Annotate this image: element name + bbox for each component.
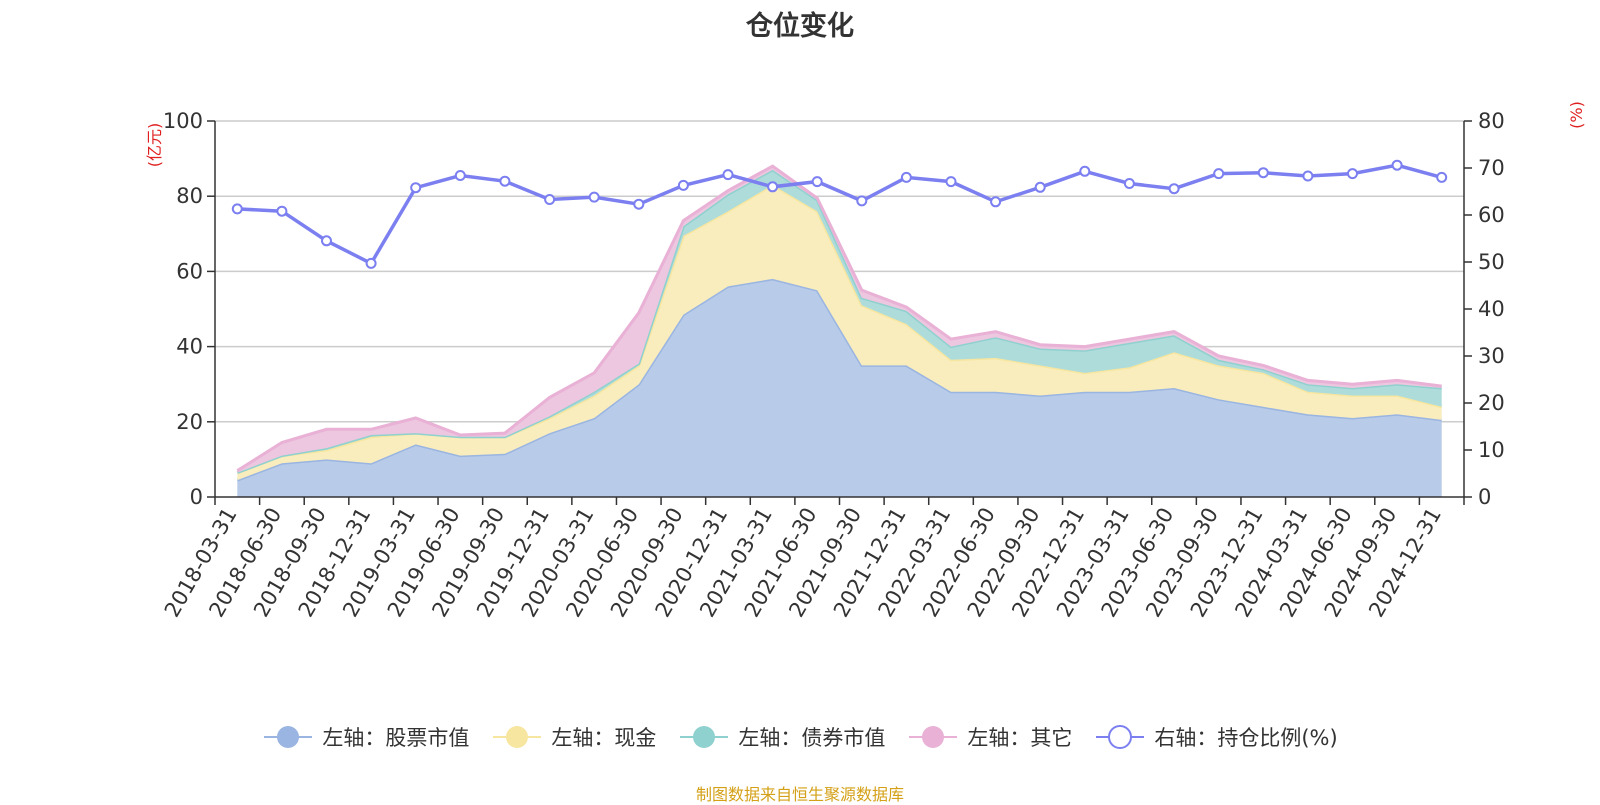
legend-label: 左轴：债券市值 bbox=[738, 726, 886, 750]
ratio-point bbox=[1034, 181, 1046, 193]
ratio-point bbox=[276, 205, 288, 217]
ratio-point bbox=[1213, 168, 1225, 180]
left-tick-label: 0 bbox=[190, 485, 203, 509]
ratio-point bbox=[410, 182, 422, 194]
ratio-point bbox=[722, 169, 734, 181]
ratio-point bbox=[1302, 170, 1314, 182]
right-tick-label: 50 bbox=[1478, 250, 1505, 274]
ratio-point bbox=[1168, 183, 1180, 195]
legend-item[interactable]: 左轴：其它 bbox=[907, 722, 1072, 752]
right-tick-label: 30 bbox=[1478, 344, 1505, 368]
right-tick-label: 70 bbox=[1478, 156, 1505, 180]
left-tick-label: 40 bbox=[176, 335, 203, 359]
ratio-point bbox=[1079, 165, 1091, 177]
legend-item[interactable]: 左轴：债券市值 bbox=[678, 722, 885, 752]
left-tick-label: 100 bbox=[163, 109, 203, 133]
ratio-point bbox=[499, 175, 511, 187]
ratio-point bbox=[544, 194, 556, 205]
ratio-point bbox=[1436, 171, 1448, 183]
ratio-point bbox=[454, 170, 466, 181]
legend-item[interactable]: 左轴：股票市值 bbox=[262, 722, 469, 752]
ratio-point bbox=[365, 257, 377, 269]
right-tick-label: 0 bbox=[1478, 485, 1491, 509]
left-tick-label: 20 bbox=[176, 410, 203, 434]
right-tick-label: 80 bbox=[1478, 109, 1505, 133]
legend-item[interactable]: 左轴：现金 bbox=[491, 722, 656, 752]
ratio-point bbox=[811, 176, 823, 188]
ratio-point bbox=[1391, 159, 1403, 171]
legend-item[interactable]: 右轴：持仓比例(%) bbox=[1094, 722, 1338, 752]
right-tick-label: 40 bbox=[1478, 297, 1505, 321]
right-tick-label: 10 bbox=[1478, 438, 1505, 462]
right-tick-label: 60 bbox=[1478, 203, 1505, 227]
legend-swatch-icon bbox=[909, 726, 958, 748]
left-tick-label: 80 bbox=[176, 184, 203, 208]
ratio-line bbox=[231, 159, 1448, 269]
legend-swatch-icon bbox=[493, 726, 542, 748]
ratio-point bbox=[588, 191, 600, 203]
ratio-point bbox=[231, 203, 243, 215]
left-tick-label: 60 bbox=[176, 259, 203, 283]
ratio-line-path bbox=[237, 163, 1443, 266]
stacked-areas bbox=[236, 164, 1443, 497]
ratio-point bbox=[321, 235, 332, 247]
area-左轴：现金 bbox=[237, 184, 1442, 481]
ratio-point bbox=[677, 179, 689, 191]
ratio-point bbox=[1347, 168, 1358, 180]
ratio-point bbox=[900, 171, 912, 183]
ratio-point bbox=[945, 176, 957, 188]
ratio-point bbox=[767, 181, 779, 193]
legend-label: 左轴：股票市值 bbox=[322, 726, 470, 750]
legend-label: 左轴：现金 bbox=[551, 726, 657, 750]
area-edge-左轴：其它 bbox=[236, 164, 1442, 472]
left-axis-unit: (亿元) bbox=[145, 123, 164, 168]
right-axis-unit: (%) bbox=[1567, 101, 1586, 129]
ratio-point bbox=[990, 196, 1002, 208]
legend-label: 右轴：持仓比例(%) bbox=[1154, 726, 1338, 750]
ratio-point bbox=[1257, 167, 1269, 179]
chart-title: 仓位变化 bbox=[746, 11, 854, 42]
legend: 左轴：股票市值 左轴：现金 左轴：债券市值 左轴：其它 右轴：持仓比例(%) bbox=[0, 722, 1600, 752]
legend-swatch-icon bbox=[1096, 725, 1145, 749]
ratio-point bbox=[856, 195, 868, 207]
legend-label: 左轴：其它 bbox=[967, 726, 1073, 750]
ratio-point bbox=[633, 198, 645, 210]
legend-swatch-icon bbox=[680, 726, 729, 748]
legend-swatch-icon bbox=[264, 726, 313, 748]
area-左轴：股票市值 bbox=[237, 278, 1442, 497]
source-note: 制图数据来自恒生聚源数据库 bbox=[695, 785, 904, 804]
ratio-point bbox=[1123, 178, 1135, 189]
right-tick-label: 20 bbox=[1478, 391, 1505, 415]
